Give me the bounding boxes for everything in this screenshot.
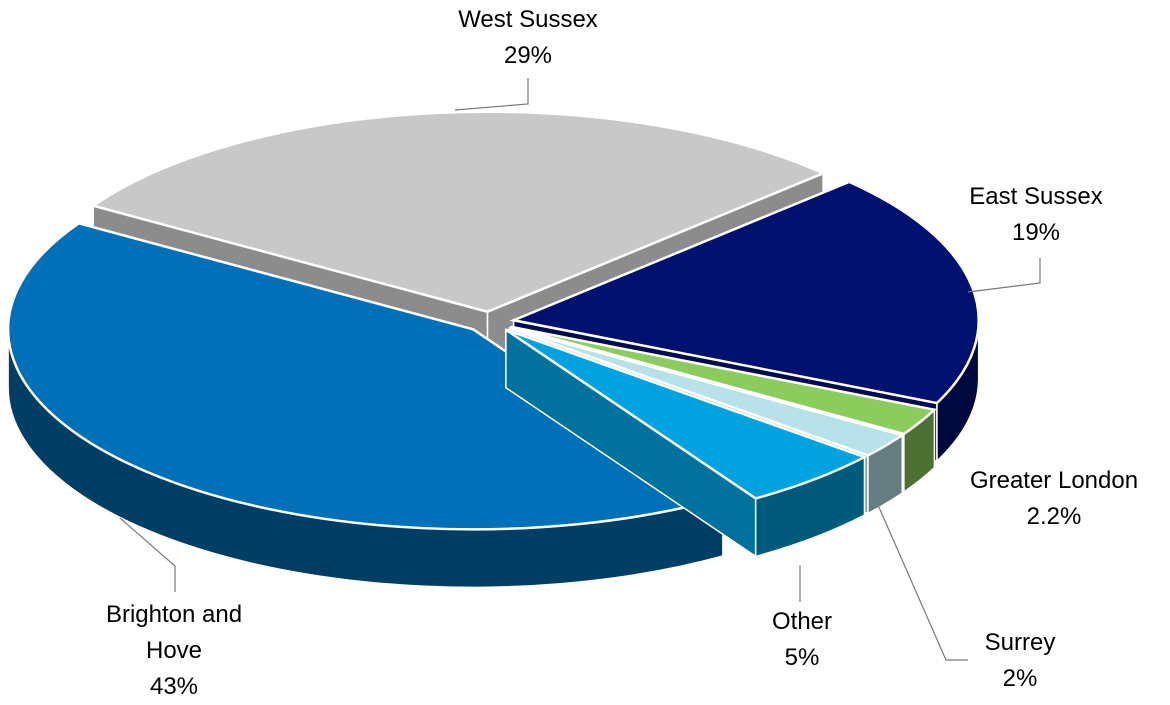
label-name: East Sussex	[969, 183, 1103, 210]
label-value: 5%	[784, 644, 820, 671]
leader-lines	[119, 78, 1041, 661]
slice	[510, 325, 938, 436]
data-label: Greater London 2.2%	[944, 463, 1164, 535]
label-value: 29%	[503, 42, 553, 69]
label-value: 2%	[1002, 665, 1038, 692]
leader-line	[454, 78, 529, 111]
slices	[6, 110, 980, 589]
label-name: Greater London	[969, 467, 1139, 494]
leader-line	[877, 504, 968, 661]
data-label: West Sussex 29%	[448, 2, 608, 74]
data-label: East Sussex 19%	[936, 179, 1136, 251]
slice	[509, 180, 980, 405]
slice	[90, 110, 827, 314]
label-name: Brighton and Hove	[105, 601, 243, 664]
label-name: Other	[771, 608, 833, 635]
data-label: Other 5%	[742, 604, 862, 676]
label-name: West Sussex	[458, 6, 598, 33]
data-label: Surrey 2%	[945, 625, 1095, 697]
data-label: Brighton and Hove 43%	[87, 597, 262, 705]
leader-line	[119, 517, 176, 592]
slice	[505, 328, 868, 500]
label-name: Surrey	[984, 629, 1056, 656]
slice	[509, 326, 906, 457]
label-value: 19%	[1011, 219, 1061, 246]
label-value: 2.2%	[1026, 503, 1082, 530]
label-value: 43%	[149, 673, 199, 700]
slice	[6, 221, 726, 531]
leader-line	[967, 258, 1041, 293]
